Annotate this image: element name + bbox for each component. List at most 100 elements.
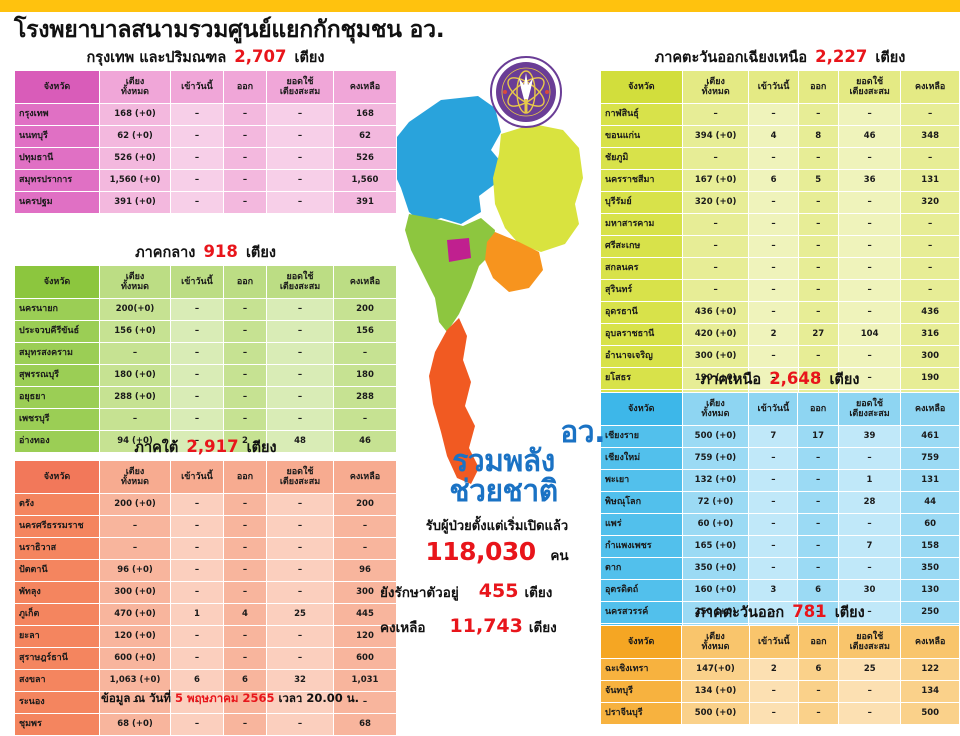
cell-cumulative: 36 [837,168,902,192]
table-row: นครสวรรค์ 250 (+0) – – –250 [600,600,960,624]
cell-total: 120 (+0) [99,624,171,648]
cell-total: 320 (+0) [681,190,750,214]
col-out: ออก [797,624,840,659]
cell-out: 6 [797,657,840,681]
cell-province: เชียงใหม่ [600,446,683,470]
col-province: จังหวัด [600,391,683,426]
col-cumulative: ยอดใช้ เตียงสะสม [266,264,334,299]
cell-remaining: 62 [333,124,397,148]
table-row: จันทบุรี 134 (+0) – – –134 [599,679,960,703]
cell-total: 1,063 (+0) [99,668,171,692]
table-central: จังหวัด เตียง ทั้งหมด เข้าวันนี้ ออก ยอดใ… [14,264,397,453]
cell-out: – [223,514,267,538]
cell-total: – [99,407,171,431]
cell-total: 391 (+0) [99,190,171,214]
cell-out: – [223,407,267,431]
table-row: ชุมพร 68 (+0) – – –68 [14,712,397,736]
cell-remaining: – [900,146,960,170]
cell-province: อ่างทอง [14,429,100,453]
cell-cumulative: – [837,446,902,470]
cell-province: กรุงเทพ [14,102,100,126]
table-east: จังหวัด เตียง ทั้งหมด เข้าวันนี้ ออก ยอดใ… [599,624,960,725]
cell-total: 350 (+0) [681,556,750,580]
cell-remaining: – [900,212,960,236]
cell-in: – [170,536,224,560]
cell-province: อุบลราชธานี [600,322,683,346]
cell-remaining: 1,031 [333,668,397,692]
cell-in: – [748,556,799,580]
cell-out: – [797,278,839,302]
region-northeast-total: 2,227 [815,47,868,66]
table-row: นนทบุรี 62 (+0) – – –62 [14,124,397,148]
cell-cumulative: – [266,190,334,214]
cell-in: – [748,146,799,170]
col-total-beds: เตียง ทั้งหมด [681,69,750,104]
map-region-east [485,232,543,292]
cell-out: – [223,168,267,192]
cell-province: สุราษฎร์ธานี [14,646,100,670]
table-row: อยุธยา 288 (+0) – – –288 [14,385,397,409]
cell-cumulative: – [266,124,334,148]
cell-cumulative: 104 [837,322,902,346]
region-bangkok-title-prefix: กรุงเทพ และปริมณฑล [86,50,227,66]
cell-remaining: 526 [333,146,397,170]
cell-in: – [170,385,224,409]
cell-remaining: 134 [900,679,960,703]
cell-in: – [170,712,224,736]
cell-province: สุรินทร์ [600,278,683,302]
summary-stats: รับผู้ป่วยตั้งแต่เริ่มเปิดแล้ว 118,030 ค… [372,519,622,638]
cell-out: – [797,512,839,536]
cell-out: – [223,712,267,736]
region-central-title: ภาคกลาง 918 เตียง [14,242,397,262]
col-out: ออก [223,264,267,299]
cell-total: 500 (+0) [681,424,750,448]
cell-province: มหาสารคาม [600,212,683,236]
cell-province: จันทบุรี [599,679,683,703]
cell-province: นครศรีธรรมราช [14,514,100,538]
cell-out: – [223,580,267,604]
region-east-total: 781 [792,602,827,621]
cell-remaining: 500 [900,701,960,725]
cell-in: – [748,278,799,302]
cell-total: 156 (+0) [99,319,171,343]
cell-cumulative: – [837,300,902,324]
cell-cumulative: – [837,600,902,624]
stat-treating-unit: เตียง [524,584,553,601]
cell-out: – [223,124,267,148]
region-east-title-prefix: ภาคตะวันออก [695,605,785,621]
page-title: โรงพยาบาลสนามรวมศูนย์แยกกักชุมชน อว. [14,17,445,43]
table-row: อ่างทอง 94 (+0) –2 48 46 [14,429,397,453]
cell-out: – [223,363,267,387]
cell-province: อำนาจเจริญ [600,344,683,368]
cell-total: 1,560 (+0) [99,168,171,192]
cell-province: ชัยภูมิ [600,146,683,170]
cell-out: – [797,146,839,170]
cell-total: 165 (+0) [681,534,750,558]
col-in-today: เข้าวันนี้ [170,69,224,104]
cell-total: 94 (+0) [99,429,171,453]
map-region-central [405,214,495,332]
cell-in: – [748,600,799,624]
cell-cumulative: 7 [837,534,902,558]
cell-in: – [748,446,799,470]
cell-out: – [797,701,840,725]
table-row: กรุงเทพ 168 (+0) – – –168 [14,102,397,126]
cell-remaining: – [333,690,397,714]
cell-cumulative: 28 [837,490,902,514]
region-central: ภาคกลาง 918 เตียง จังหวัด เตียง ทั้งหมด เ… [14,242,397,453]
cell-province: เพชรบุรี [14,407,100,431]
cell-out: – [797,679,840,703]
cell-province: อุตรดิตถ์ [600,578,683,602]
cell-remaining: 180 [333,363,397,387]
cell-out: – [223,341,267,365]
cell-cumulative: – [837,234,902,258]
col-province: จังหวัด [14,459,100,494]
cell-cumulative: – [837,366,902,390]
cell-province: อุดรธานี [600,300,683,324]
table-row: พิษณุโลก 72 (+0) – –28 44 [600,490,960,514]
table-row: อุดรธานี 436 (+0) – – –436 [600,300,960,324]
cell-total: 200 (+0) [99,492,171,516]
cell-cumulative: – [837,512,902,536]
region-northeast-title: ภาคตะวันออกเฉียงเหนือ 2,227 เตียง [600,47,960,67]
cell-in: – [748,344,799,368]
